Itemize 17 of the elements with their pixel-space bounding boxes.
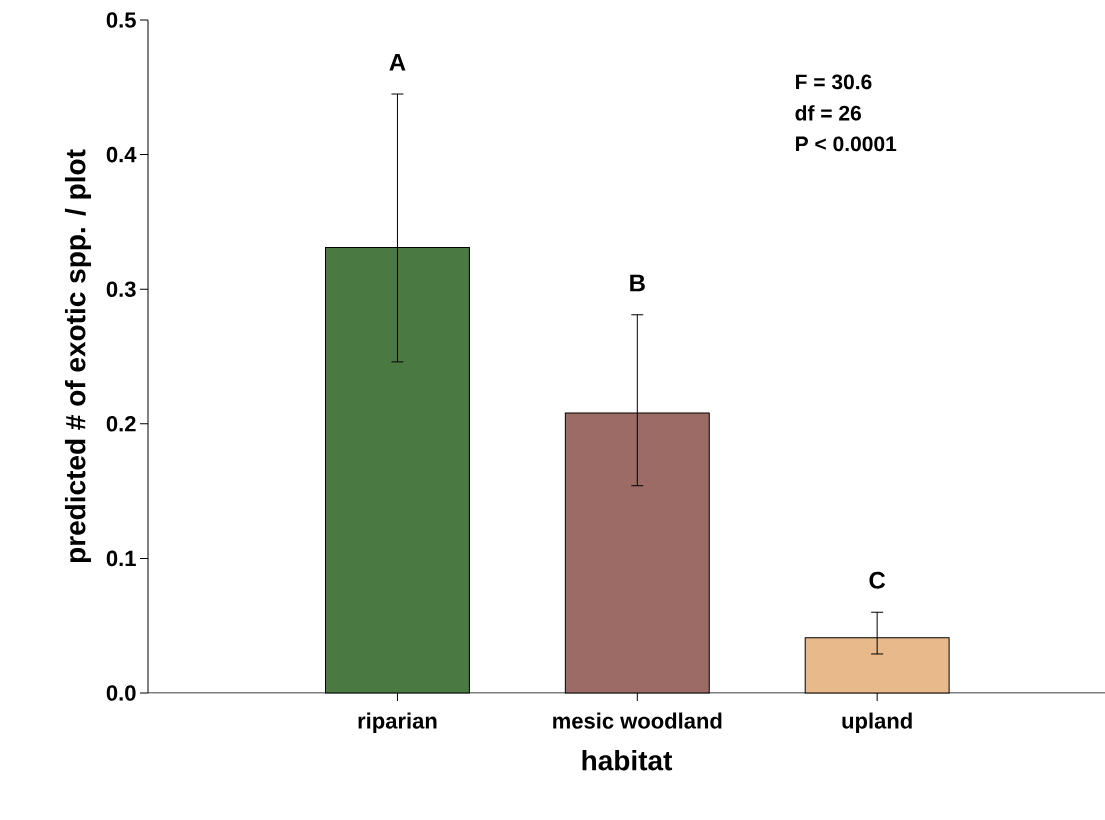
x-tick-label: upland [842,712,912,734]
y-tick-label: 0.2 [106,416,136,432]
y-tick-label: 0.0 [106,685,136,701]
y-tick-label: 0.1 [106,550,136,567]
x-tick-label: mesic woodland [553,712,722,729]
annotation: A [389,53,406,71]
x-axis-title: habitat [582,749,673,771]
annotation: P < 0.0001 [796,136,897,152]
y-axis-title: predicted # of exotic spp. / plot [64,149,92,563]
y-tick-label: 0.3 [106,281,136,298]
y-tick-label: 0.5 [106,12,136,28]
annotation: C [869,571,886,589]
x-tick-label: riparian [358,712,437,734]
annotation: B [630,274,645,292]
annotation: F = 30.6 [796,74,872,90]
y-tick-label: 0.4 [106,146,137,163]
annotation: df = 26 [795,105,861,121]
